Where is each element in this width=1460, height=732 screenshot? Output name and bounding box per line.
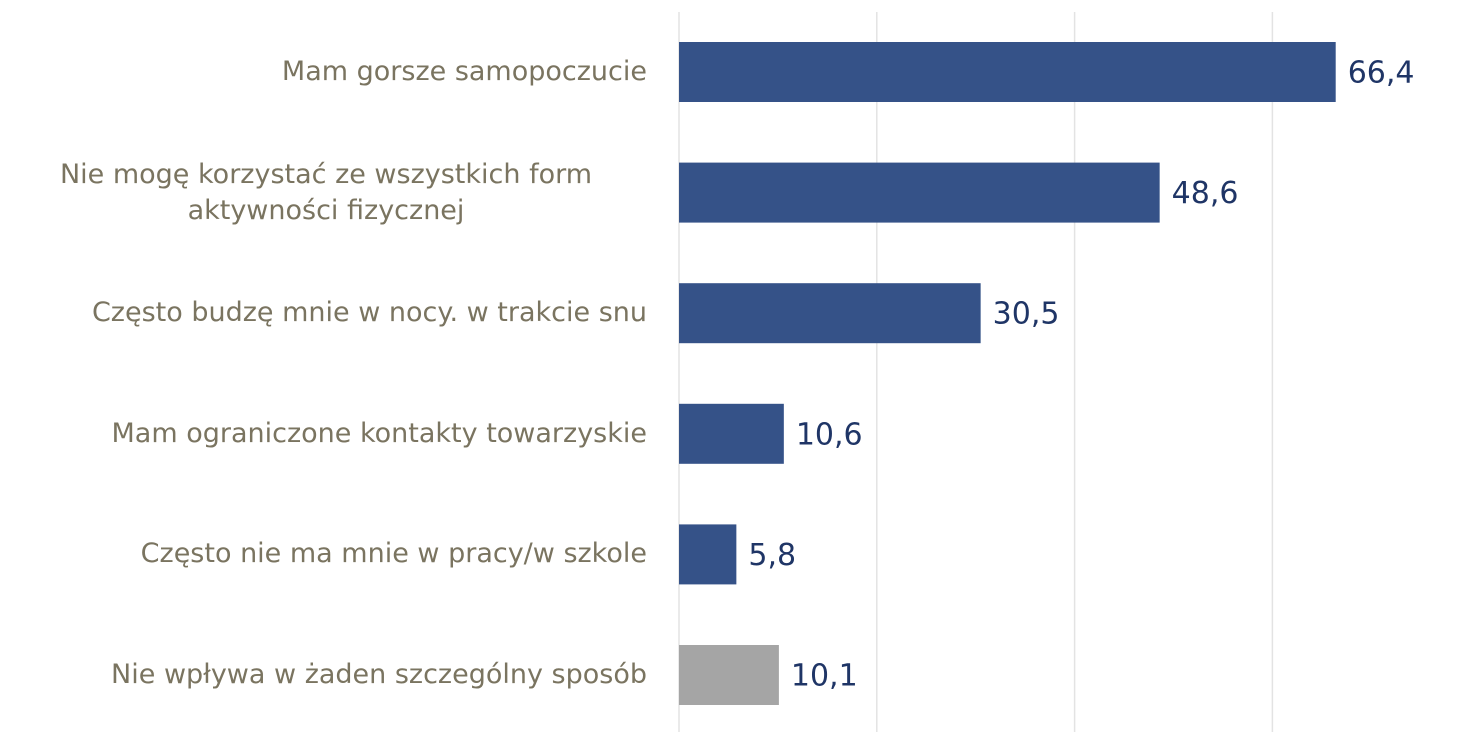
category-label-box: Nie mogę korzystać ze wszystkich form ak…: [5, 143, 647, 243]
category-label: Mam gorsze samopoczucie: [281, 56, 647, 87]
value-label: 48,6: [1172, 176, 1239, 211]
value-label: 10,1: [791, 659, 858, 694]
bar: [679, 42, 1336, 102]
value-label: 30,5: [993, 297, 1060, 332]
bar: [679, 524, 737, 585]
category-label-box: Mam ograniczone kontakty towarzyskie: [5, 384, 647, 484]
category-label-box: Często budzę mnie w nocy. w trakcie snu: [5, 263, 647, 363]
value-label: 66,4: [1348, 56, 1415, 91]
category-label-box: Nie wpływa w żaden szczególny sposób: [5, 625, 647, 725]
bar: [679, 403, 784, 464]
category-label-box: Często nie ma mnie w pracy/w szkole: [5, 504, 647, 604]
category-label-box: Mam gorsze samopoczucie: [5, 22, 647, 122]
bar: [679, 283, 981, 344]
category-label: Często budzę mnie w nocy. w trakcie snu: [91, 297, 647, 329]
category-label: Nie mogę korzystać ze wszystkich form ak…: [59, 158, 593, 226]
value-label: 5,8: [748, 538, 796, 573]
bar: [679, 645, 779, 705]
bar: [679, 162, 1160, 223]
category-label: Często nie ma mnie w pracy/w szkole: [140, 538, 647, 570]
category-label: Nie wpływa w żaden szczególny sposób: [111, 659, 647, 690]
category-label: Mam ograniczone kontakty towarzyskie: [111, 417, 647, 449]
value-label: 10,6: [796, 417, 863, 452]
